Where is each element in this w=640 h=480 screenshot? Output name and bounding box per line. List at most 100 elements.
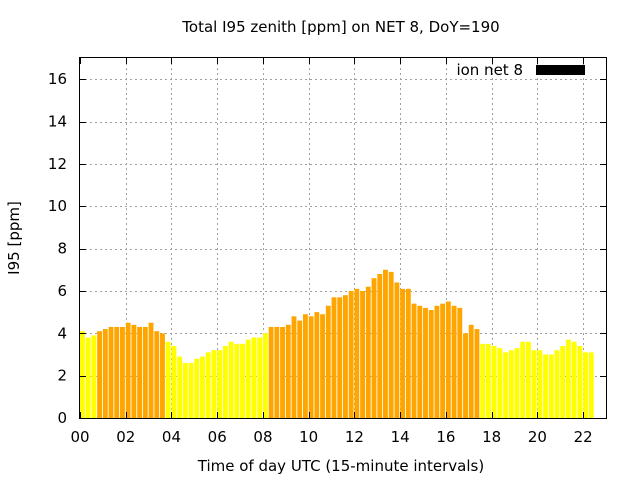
x-tick-label: 18 (482, 428, 501, 446)
legend-swatch (536, 65, 585, 75)
bar (537, 350, 543, 418)
bar (165, 341, 171, 418)
y-tick-label: 8 (57, 240, 67, 258)
bar (205, 352, 211, 418)
bar (337, 297, 343, 418)
bar (554, 350, 560, 418)
bar (91, 335, 97, 418)
y-tick-label: 0 (57, 409, 67, 427)
bar (228, 341, 234, 418)
bar (222, 346, 228, 418)
bar (457, 307, 463, 418)
bar (125, 322, 131, 418)
bar (388, 271, 394, 418)
x-tick-label: 02 (116, 428, 135, 446)
legend-label: ion net 8 (456, 61, 523, 79)
bar (102, 329, 108, 418)
y-tick-label: 10 (48, 197, 67, 215)
bar (97, 331, 103, 418)
bar (320, 314, 325, 418)
bar (531, 350, 537, 418)
bar (463, 333, 468, 418)
bar (508, 350, 514, 418)
bar (80, 331, 85, 418)
y-tick-label: 12 (48, 155, 67, 173)
bar (583, 352, 588, 418)
bar (280, 326, 285, 418)
bar (588, 352, 594, 418)
bar (394, 282, 400, 418)
x-tick-label: 06 (208, 428, 227, 446)
bar (262, 333, 268, 418)
bar (423, 307, 428, 418)
bar (148, 322, 154, 418)
x-tick-label: 16 (436, 428, 455, 446)
x-tick-label: 12 (345, 428, 364, 446)
bar (503, 352, 508, 418)
bar (251, 337, 257, 418)
bar (245, 339, 251, 418)
bar (268, 326, 274, 418)
bar (160, 333, 165, 418)
x-tick-label: 04 (162, 428, 181, 446)
bar (520, 341, 526, 418)
bars (80, 269, 594, 418)
bar (257, 337, 263, 418)
bar (565, 339, 571, 418)
bar (211, 350, 217, 418)
bar (480, 343, 486, 418)
y-tick-label: 6 (57, 282, 67, 300)
bar (108, 326, 114, 418)
y-tick-label: 16 (48, 70, 67, 88)
bar (525, 341, 531, 418)
bar (434, 305, 440, 418)
bar (325, 305, 331, 418)
bar (234, 343, 240, 418)
bar (451, 305, 457, 418)
y-tick-label: 14 (48, 113, 67, 131)
bar (177, 356, 183, 418)
bar (400, 288, 406, 418)
x-tick-label: 00 (70, 428, 89, 446)
bar (308, 316, 314, 418)
bar (285, 324, 291, 418)
y-tick-label: 4 (57, 324, 67, 342)
bar (514, 348, 520, 418)
bar (543, 354, 548, 418)
bar (497, 348, 503, 418)
bar (360, 290, 366, 418)
bar (200, 356, 205, 418)
bar (343, 295, 348, 418)
bar (137, 326, 143, 418)
bar (302, 314, 308, 418)
bar (428, 310, 434, 418)
bar (120, 326, 125, 418)
x-tick-label: 20 (528, 428, 547, 446)
x-tick-label: 14 (391, 428, 410, 446)
bar (314, 312, 320, 418)
chart-title: Total I95 zenith [ppm] on NET 8, DoY=190 (181, 18, 499, 36)
bar (548, 354, 554, 418)
bar (194, 358, 200, 418)
bar (348, 290, 354, 418)
x-tick-label: 08 (253, 428, 272, 446)
y-tick-label: 2 (57, 367, 67, 385)
bar (217, 350, 223, 418)
legend: ion net 8 (456, 61, 585, 79)
bar (240, 343, 245, 418)
bar (411, 303, 417, 418)
bar (171, 346, 177, 418)
bar (114, 326, 120, 418)
y-axis-label: I95 [ppm] (5, 201, 23, 275)
bar (468, 324, 474, 418)
x-tick-label: 22 (574, 428, 593, 446)
bar (182, 362, 188, 418)
bar (417, 305, 423, 418)
bar (560, 346, 566, 418)
bar (154, 331, 160, 418)
x-axis-label: Time of day UTC (15-minute intervals) (197, 457, 484, 475)
bar (331, 297, 337, 418)
bar (474, 329, 480, 418)
